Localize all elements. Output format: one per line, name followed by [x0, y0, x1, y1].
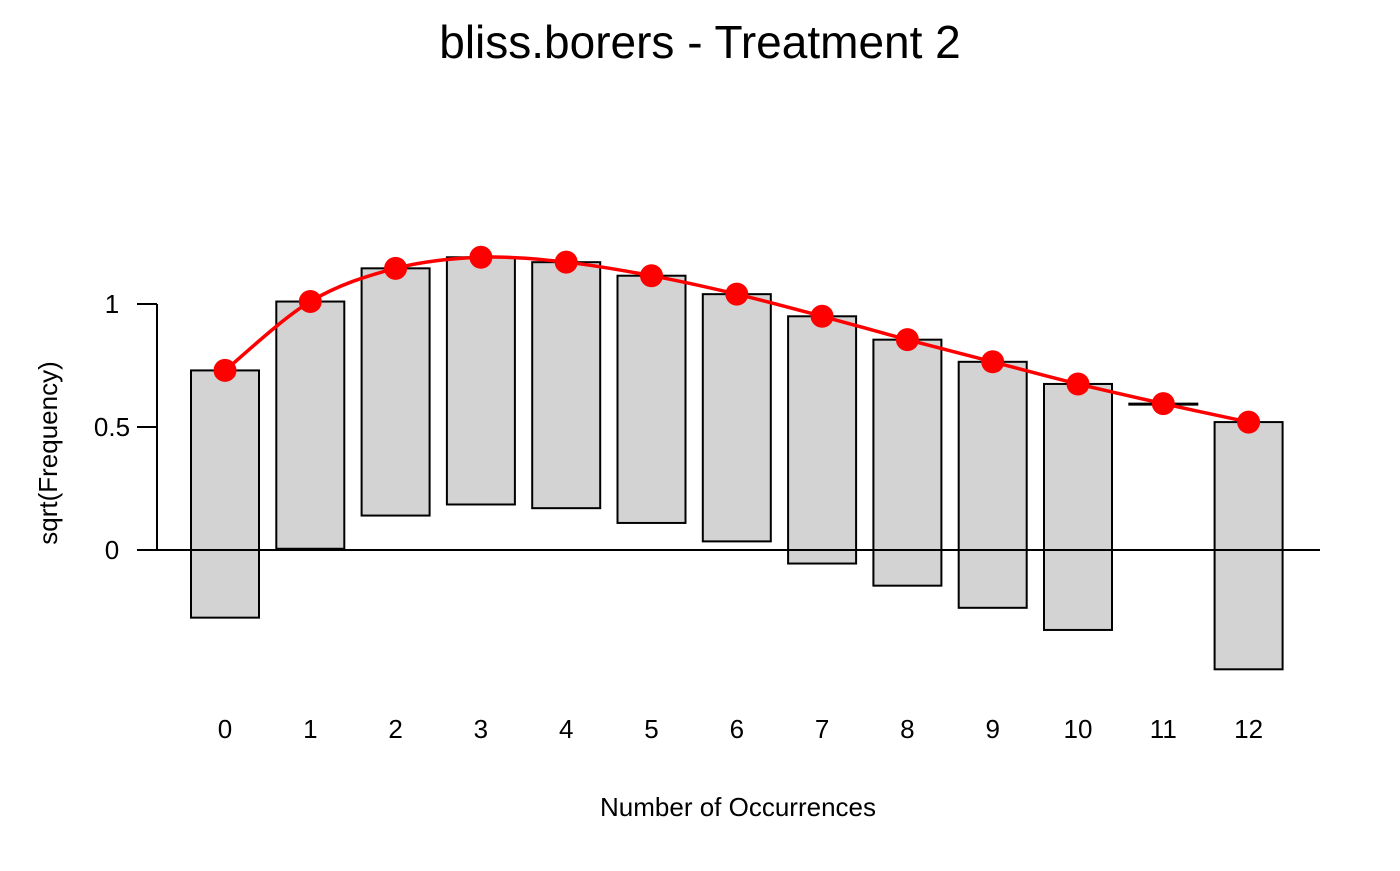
x-tick-label-9: 9 — [985, 714, 999, 744]
x-tick-label-12: 12 — [1234, 714, 1263, 744]
bar-7 — [787, 315, 858, 565]
y-tick-label-0.5: 0.5 — [94, 412, 130, 442]
x-tick-label-0: 0 — [218, 714, 232, 744]
bar-10 — [1043, 382, 1113, 631]
fitted-point-3 — [469, 245, 493, 269]
fitted-point-6 — [725, 282, 749, 306]
bar-3 — [445, 256, 516, 506]
y-axis-label: sqrt(Frequency) — [33, 361, 63, 545]
fitted-point-8 — [895, 328, 919, 352]
bar-5 — [616, 274, 687, 524]
fitted-point-12 — [1237, 410, 1261, 434]
x-tick-label-1: 1 — [303, 714, 317, 744]
x-tick-label-2: 2 — [388, 714, 402, 744]
bar-8 — [872, 338, 943, 587]
x-axis-label: Number of Occurrences — [600, 792, 876, 822]
bar-4 — [531, 261, 602, 510]
fitted-point-1 — [298, 290, 322, 314]
x-tick-label-7: 7 — [815, 714, 829, 744]
x-tick-label-3: 3 — [474, 714, 488, 744]
x-tick-label-11: 11 — [1150, 714, 1177, 744]
x-tick-label-5: 5 — [644, 714, 658, 744]
fitted-point-4 — [554, 250, 578, 274]
y-tick-label-1: 1 — [105, 289, 119, 319]
x-tick-label-8: 8 — [900, 714, 914, 744]
bar-2 — [360, 267, 431, 517]
bar-12 — [1213, 421, 1284, 671]
fitted-point-2 — [384, 256, 408, 280]
bar-1 — [275, 300, 346, 550]
fitted-point-5 — [640, 264, 663, 288]
fitted-point-11 — [1151, 392, 1175, 416]
x-tick-label-4: 4 — [559, 714, 573, 744]
x-tick-label-10: 10 — [1064, 714, 1093, 744]
bar-6 — [701, 293, 772, 543]
x-tick-label-6: 6 — [730, 714, 744, 744]
fitted-point-7 — [810, 304, 834, 328]
y-tick-label-0: 0 — [105, 535, 119, 565]
fitted-point-9 — [981, 350, 1005, 374]
fitted-point-10 — [1066, 372, 1090, 396]
bar-9 — [957, 360, 1028, 609]
plot-area: 00.510 1 2 3 4 5 6 7 8 9 10 11 12 — [94, 245, 1320, 744]
chart-title: bliss.borers - Treatment 2 — [439, 16, 961, 68]
fitted-point-0 — [213, 358, 237, 382]
bar-0 — [190, 369, 260, 619]
